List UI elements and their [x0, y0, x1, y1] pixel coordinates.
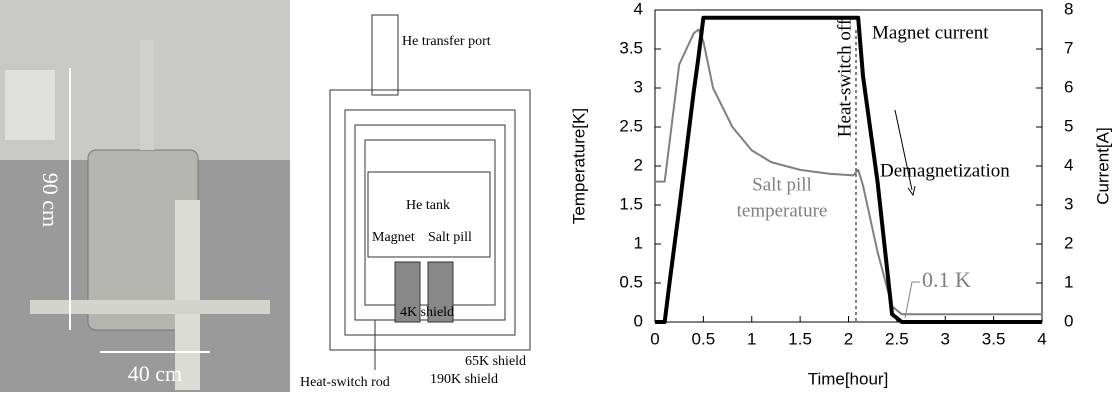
width-label: 40 cm: [128, 361, 182, 386]
series-line: [655, 28, 1042, 316]
photo-frame-bar: [30, 300, 270, 314]
y-tick-label: 3: [634, 77, 643, 96]
y2-tick-label: 4: [1064, 155, 1073, 174]
y2-tick-label: 2: [1064, 233, 1073, 252]
diagram-label: Magnet: [372, 230, 415, 245]
y-tick-label: 0.5: [619, 272, 643, 291]
low-temp-pointer: [904, 281, 920, 319]
y-axis-title: Temperature[K]: [569, 108, 588, 224]
x-tick-label: 4: [1037, 329, 1046, 348]
series-line: [655, 15, 1042, 324]
diagram-label: 65K shield: [465, 354, 526, 369]
magnet-coil: [394, 261, 421, 323]
diagram-labels: He transfer port He tank Magnet Salt pil…: [300, 34, 526, 390]
photo: 90 cm 40 cm: [0, 0, 290, 392]
y-tick-label: 3.5: [619, 38, 643, 57]
y-tick-label: 0: [634, 311, 643, 330]
annotation: 0.1 K: [922, 267, 971, 292]
diagram-label: He transfer port: [402, 34, 491, 49]
diagram: [329, 14, 531, 370]
y-tick-label: 4: [634, 0, 643, 18]
annotation: Salt pill: [752, 174, 812, 195]
y-tick-label: 2: [634, 155, 643, 174]
series-label: Magnet current: [872, 22, 989, 43]
annotation: temperature: [737, 200, 828, 221]
y2-axis-title: Current[A]: [1093, 127, 1112, 204]
x-axis-title: Time[hour]: [808, 369, 889, 388]
diagram-label: Heat-switch rod: [300, 375, 390, 390]
x-tick-label: 1: [747, 329, 756, 348]
y-tick-label: 2.5: [619, 116, 643, 135]
diagram-label: 190K shield: [430, 372, 498, 387]
y2-tick-label: 7: [1064, 38, 1073, 57]
y2-tick-label: 6: [1064, 77, 1073, 96]
x-tick-label: 3: [941, 329, 950, 348]
photo-device: [5, 70, 55, 140]
diagram-label: He tank: [406, 198, 450, 213]
y-tick-label: 1: [634, 233, 643, 252]
x-tick-label: 2: [844, 329, 853, 348]
y2-tick-label: 0: [1064, 311, 1073, 330]
x-tick-label: 1.5: [788, 329, 812, 348]
demag-arrowhead: [907, 185, 916, 197]
he-tank: [367, 171, 491, 258]
diagram-label: Salt pill: [428, 230, 472, 245]
y2-tick-label: 5: [1064, 116, 1073, 135]
y2-tick-label: 8: [1064, 0, 1073, 18]
outer-shell: [329, 89, 531, 351]
y-tick-label: 1.5: [619, 194, 643, 213]
x-tick-label: 2.5: [885, 329, 909, 348]
y2-tick-label: 3: [1064, 194, 1073, 213]
x-tick-label: 0: [650, 329, 659, 348]
x-tick-label: 0.5: [692, 329, 716, 348]
x-tick-label: 3.5: [982, 329, 1006, 348]
annotation: Demagnetization: [880, 160, 1010, 181]
transfer-port: [371, 14, 399, 96]
diagram-label: 4K shield: [400, 305, 454, 320]
demag-arrow: [894, 109, 913, 191]
y2-tick-label: 1: [1064, 272, 1073, 291]
photo-port: [140, 40, 154, 150]
height-label: 90 cm: [38, 173, 63, 227]
shield-190k: [344, 109, 516, 336]
pill-coil: [427, 261, 454, 323]
photo-frame: [175, 200, 200, 390]
annotation: Heat-switch off: [834, 18, 855, 137]
